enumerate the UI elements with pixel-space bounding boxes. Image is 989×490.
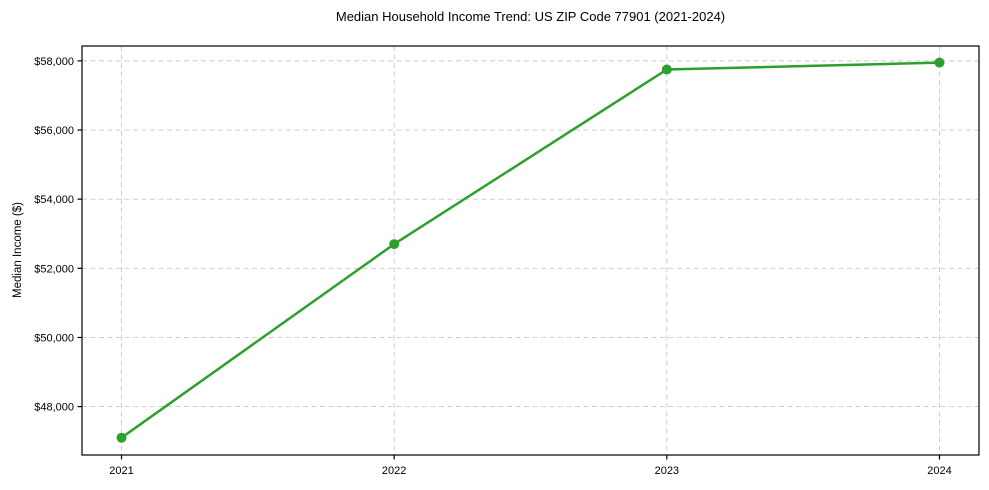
data-point-2024: [934, 57, 945, 68]
x-tick-label-2: 2023: [655, 465, 679, 477]
y-tick-label-2: $52,000: [34, 263, 74, 275]
y-tick-label-1: $50,000: [34, 332, 74, 344]
income-trend-line: [120, 61, 941, 439]
data-point-2021: [116, 432, 127, 443]
x-tick-label-1: 2022: [382, 465, 406, 477]
y-tick-label-0: $48,000: [34, 402, 74, 414]
chart-title: Median Household Income Trend: US ZIP Co…: [335, 9, 726, 24]
y-tick-label-3: $54,000: [34, 194, 74, 206]
x-tick-label-0: 2021: [109, 465, 133, 477]
data-point-2022: [389, 239, 400, 250]
y-tick-label-4: $56,000: [34, 125, 74, 137]
y-tick-label-5: $58,000: [34, 56, 74, 68]
data-point-2023: [661, 64, 672, 75]
x-tick-label-3: 2024: [927, 465, 951, 477]
axes-frame: [81, 45, 980, 456]
